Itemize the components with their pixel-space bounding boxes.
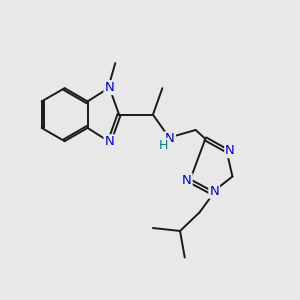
Text: N: N xyxy=(104,135,114,148)
Text: N: N xyxy=(209,185,219,198)
Text: N: N xyxy=(225,144,235,157)
Text: N: N xyxy=(165,132,175,145)
Text: N: N xyxy=(182,174,192,187)
Text: H: H xyxy=(159,139,168,152)
Text: N: N xyxy=(104,81,114,94)
